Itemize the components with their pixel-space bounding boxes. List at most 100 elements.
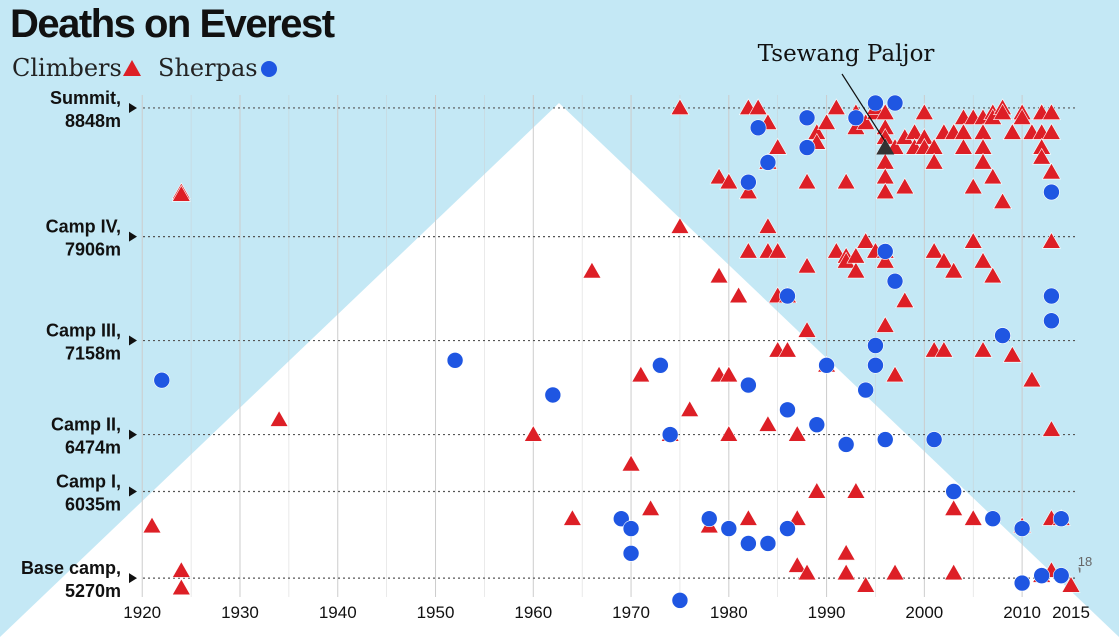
sherpa-death-marker <box>857 381 874 399</box>
climber-death-marker <box>670 98 690 115</box>
level-arrow-icon <box>129 102 137 113</box>
sherpa-death-marker <box>652 356 669 374</box>
climber-death-marker <box>993 103 1013 120</box>
climber-death-marker <box>670 217 690 234</box>
highlight-marker <box>876 138 895 155</box>
sherpa-death-marker <box>446 352 464 369</box>
climber-death-marker <box>944 261 964 279</box>
x-tick-label: 1950 <box>417 603 455 622</box>
climber-death-marker <box>1041 420 1061 437</box>
climber-death-marker <box>963 177 983 195</box>
climber-death-marker <box>641 499 661 516</box>
climber-death-marker <box>836 172 856 190</box>
climber-death-marker <box>983 266 1003 284</box>
level-name-label: Camp II, <box>51 415 121 435</box>
climber-death-marker <box>875 316 895 333</box>
climber-death-marker <box>885 365 905 383</box>
climber-death-marker <box>621 454 641 472</box>
annotation-leader-line <box>841 73 886 142</box>
legend-sherpa-circle-icon <box>261 61 277 77</box>
climber-death-marker <box>895 177 915 195</box>
level-height-label: 6474m <box>65 438 121 458</box>
x-tick-label: 1920 <box>123 603 161 622</box>
sherpa-death-marker <box>759 154 777 171</box>
x-tick-label: 1990 <box>808 603 846 622</box>
level-height-label: 5270m <box>65 581 121 601</box>
sherpa-death-marker <box>1052 510 1070 528</box>
sherpa-death-marker <box>661 426 679 443</box>
climber-death-marker <box>934 340 954 358</box>
sherpa-death-marker <box>886 94 904 112</box>
climber-death-marker <box>709 167 729 185</box>
climber-death-marker <box>777 340 797 358</box>
climber-death-marker <box>826 241 846 259</box>
level-arrow-icon <box>129 231 137 242</box>
sherpa-death-marker <box>798 139 816 156</box>
climber-death-marker <box>787 509 807 526</box>
climber-death-marker <box>738 241 758 259</box>
sherpa-death-marker <box>984 510 1002 528</box>
climber-death-marker <box>875 182 895 200</box>
climber-death-marker <box>1041 162 1061 180</box>
climber-death-marker <box>924 241 944 259</box>
sherpa-death-marker <box>740 535 757 552</box>
climber-death-marker <box>895 291 915 309</box>
sherpa-death-marker <box>671 592 689 609</box>
climber-death-marker <box>719 365 739 383</box>
sherpa-death-marker <box>622 520 640 537</box>
climber-death-marker <box>856 575 876 593</box>
level-height-label: 7906m <box>65 240 121 260</box>
sherpa-death-marker <box>847 109 865 127</box>
climber-death-marker <box>1002 123 1022 140</box>
climber-death-marker <box>142 516 162 534</box>
sherpa-death-marker <box>153 371 171 389</box>
climber-death-marker <box>171 184 191 202</box>
level-height-label: 8848m <box>65 111 121 131</box>
sherpa-death-marker <box>994 327 1011 344</box>
climber-death-marker <box>836 563 856 581</box>
climber-death-marker <box>836 543 856 561</box>
climber-death-marker <box>748 98 768 115</box>
sherpa-death-marker <box>886 272 904 290</box>
x-tick-label: 2015 <box>1052 603 1090 622</box>
climber-death-marker <box>582 261 602 279</box>
climber-death-marker <box>269 410 289 427</box>
sherpa-death-marker <box>622 545 640 562</box>
sherpa-death-marker <box>1043 183 1060 201</box>
climber-death-marker <box>719 172 739 190</box>
climber-death-marker <box>973 251 993 269</box>
climber-death-marker <box>944 499 964 516</box>
climber-death-marker <box>973 152 993 170</box>
x-tick-label: 1940 <box>319 603 357 622</box>
sherpa-death-marker <box>1013 520 1031 537</box>
annotation-tsewang-paljor: Tsewang Paljor <box>758 41 935 67</box>
climber-death-marker <box>797 563 817 581</box>
climber-death-marker <box>1041 231 1061 249</box>
climber-death-marker <box>1061 575 1081 593</box>
x-tick-label: 1930 <box>221 603 259 622</box>
climber-death-marker <box>709 266 729 284</box>
climber-death-marker <box>817 113 837 130</box>
climber-death-marker <box>963 509 983 526</box>
level-arrow-icon <box>129 486 137 497</box>
legend-climber-triangle-icon <box>123 60 141 76</box>
level-arrow-icon <box>129 335 137 346</box>
sherpa-death-marker <box>779 287 796 305</box>
climber-death-marker <box>846 481 866 499</box>
sherpa-death-marker <box>925 431 943 448</box>
climber-death-marker <box>719 424 739 442</box>
climber-death-marker <box>768 241 788 259</box>
sherpa-death-marker <box>867 337 884 354</box>
sherpa-death-marker <box>749 119 767 137</box>
climber-death-marker <box>1002 345 1022 363</box>
sherpa-death-marker <box>1013 574 1031 592</box>
annotation-18-leader <box>1078 567 1081 573</box>
climber-death-marker <box>171 578 191 596</box>
sherpa-death-marker <box>798 109 816 127</box>
climber-death-marker <box>787 556 807 573</box>
sherpa-death-marker <box>740 376 757 394</box>
climber-death-marker <box>797 172 817 190</box>
level-name-label: Camp III, <box>46 321 121 341</box>
